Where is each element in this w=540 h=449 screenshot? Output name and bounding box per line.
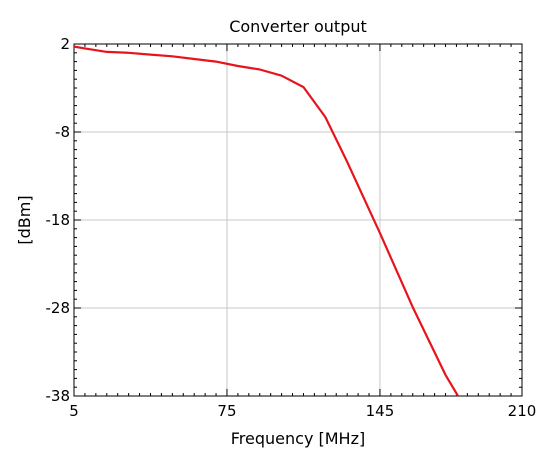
x-tick-label: 210 <box>508 402 537 420</box>
x-tick-labels: 5 75 145 210 <box>69 402 536 420</box>
x-tick-label: 75 <box>217 402 236 420</box>
y-tick-label: 2 <box>60 35 70 53</box>
grid <box>74 44 522 396</box>
x-tick-label: 5 <box>69 402 79 420</box>
series-group <box>74 45 460 396</box>
x-tick-label: 145 <box>366 402 395 420</box>
axis-ticks <box>73 43 523 397</box>
series-line <box>74 45 460 396</box>
y-tick-label: -28 <box>46 299 71 317</box>
chart-title: Converter output <box>229 17 367 36</box>
y-tick-label: -18 <box>46 211 71 229</box>
x-axis-label: Frequency [MHz] <box>231 429 365 448</box>
y-tick-label: -38 <box>46 387 71 405</box>
y-tick-label: -8 <box>55 123 70 141</box>
y-axis-label: [dBm] <box>15 195 34 244</box>
y-tick-labels: 2 -8 -18 -28 -38 <box>46 35 71 405</box>
